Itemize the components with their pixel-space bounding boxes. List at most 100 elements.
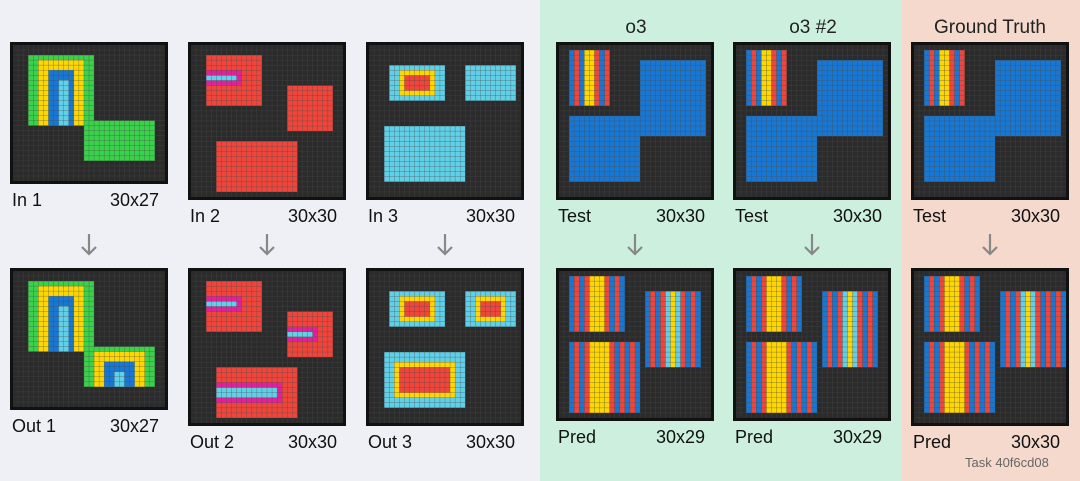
grid-block	[781, 50, 787, 106]
grid-block	[934, 50, 940, 106]
grid-block	[675, 291, 681, 368]
grid-block	[1060, 291, 1066, 368]
grid-lines	[369, 45, 521, 197]
grid-canvas	[13, 45, 165, 181]
grid-block	[746, 50, 752, 106]
grid-block	[761, 50, 767, 106]
grid-block	[604, 50, 610, 106]
grid-lines	[736, 271, 888, 418]
grid-block	[609, 276, 615, 332]
grid-block	[584, 50, 590, 106]
grid-block	[929, 50, 935, 106]
label-in-3: In 3	[368, 206, 399, 226]
size-o3-2-pred: 30x29	[833, 427, 883, 447]
grid-block	[959, 276, 965, 332]
label-in-1: In 1	[12, 190, 43, 210]
grid-block	[604, 276, 610, 332]
grid-block	[655, 291, 661, 368]
grid-block	[939, 276, 945, 332]
grid-block	[862, 291, 868, 368]
grid-block	[579, 276, 585, 332]
grid-block	[786, 276, 792, 332]
grid-block	[1000, 291, 1006, 368]
grid-lines	[191, 45, 343, 197]
grid-block	[287, 331, 313, 337]
grid-canvas	[13, 271, 165, 407]
grid-lines	[559, 271, 711, 418]
grid-canvas	[369, 45, 521, 197]
grid-block	[1010, 291, 1016, 368]
grid-block	[969, 276, 975, 332]
grid-canvas	[559, 271, 711, 418]
grid-block	[847, 291, 853, 368]
size-o3-test: 30x30	[656, 206, 706, 226]
grid-lines	[559, 45, 711, 197]
grid-lines	[914, 271, 1066, 423]
grid-block	[660, 291, 666, 368]
grid-block	[954, 50, 960, 106]
grid-block	[837, 291, 843, 368]
task-id-footer: Task 40f6cd08	[965, 455, 1049, 470]
grid-lines	[369, 271, 521, 423]
grid-block	[589, 50, 595, 106]
grid-block	[939, 50, 945, 106]
grid-block	[1040, 291, 1046, 368]
grid-block	[645, 291, 651, 368]
grid-block	[1025, 291, 1031, 368]
grid-block	[842, 291, 848, 368]
grid-block	[954, 276, 960, 332]
grid-block	[867, 291, 873, 368]
size-out-2: 30x30	[288, 432, 338, 452]
grid-block	[594, 50, 600, 106]
grid-block	[872, 291, 878, 368]
grid-lines	[13, 45, 165, 181]
grid-block	[579, 50, 585, 106]
grid-block	[599, 276, 605, 332]
grid-in-1	[10, 42, 168, 184]
grid-block	[934, 276, 940, 332]
grid-block	[949, 50, 955, 106]
grid-block	[791, 276, 797, 332]
grid-block	[817, 60, 883, 137]
grid-block	[756, 276, 762, 332]
grid-block	[771, 276, 777, 332]
grid-block	[640, 60, 706, 137]
ground-truth-header: Ground Truth	[934, 17, 1046, 38]
grid-block	[781, 276, 787, 332]
grid-o3-2-test	[733, 42, 891, 200]
grid-block	[670, 291, 676, 368]
grid-block	[1015, 291, 1021, 368]
grid-out-3	[366, 268, 524, 426]
grid-block	[944, 50, 950, 106]
grid-block	[756, 50, 762, 106]
down-arrow-icon	[804, 234, 820, 256]
grid-block	[959, 50, 965, 106]
down-arrow-icon	[259, 234, 275, 256]
grid-block	[589, 276, 595, 332]
grid-o3-pred	[556, 268, 714, 421]
grid-canvas	[736, 271, 888, 418]
label-in-2: In 2	[190, 206, 221, 226]
grid-block	[287, 85, 333, 132]
grid-block	[619, 276, 625, 332]
grid-block	[1045, 291, 1051, 368]
grid-canvas	[914, 45, 1066, 197]
grid-block	[614, 276, 620, 332]
size-o3-pred: 30x29	[656, 427, 706, 447]
grid-block	[665, 291, 671, 368]
size-out-1: 30x27	[110, 416, 160, 436]
grid-block	[857, 291, 863, 368]
down-arrow-icon	[982, 234, 998, 256]
grid-block	[751, 276, 757, 332]
grid-block	[569, 276, 575, 332]
down-arrow-icon	[81, 234, 97, 256]
grid-o3-2-pred	[733, 268, 891, 421]
grid-block	[1035, 291, 1041, 368]
grid-block	[404, 301, 430, 317]
grid-canvas	[191, 45, 343, 197]
grid-block	[949, 276, 955, 332]
grid-block	[822, 291, 828, 368]
grid-block	[964, 276, 970, 332]
grid-block	[574, 50, 580, 106]
grid-canvas	[914, 271, 1066, 423]
